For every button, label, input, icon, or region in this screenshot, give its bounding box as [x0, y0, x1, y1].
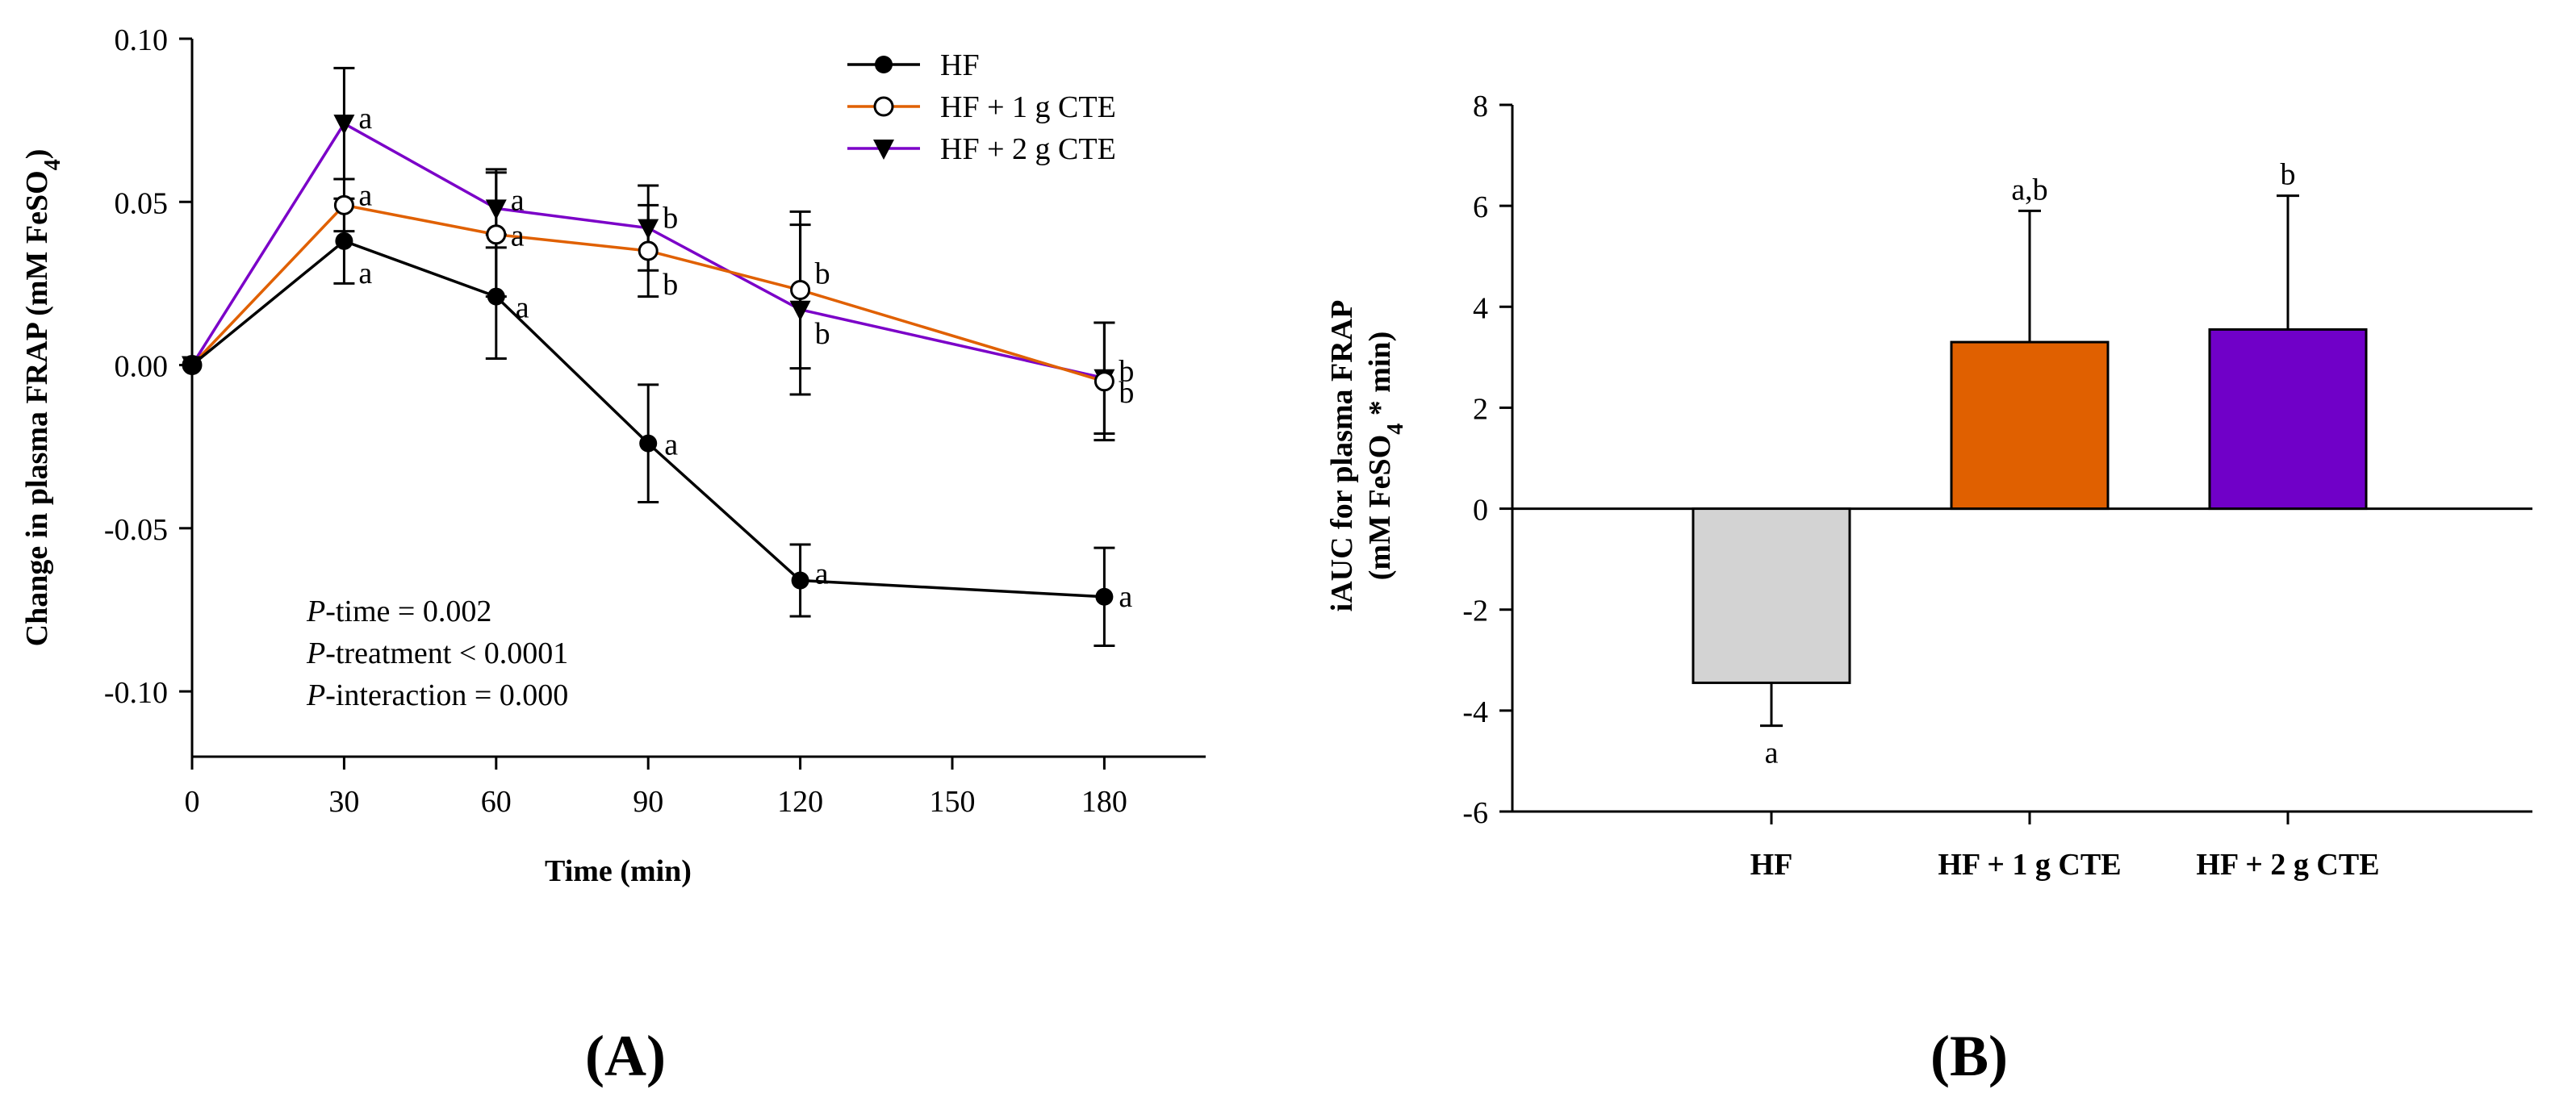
significance-letter: b [663, 202, 678, 236]
x-tick-label: 180 [1081, 785, 1127, 819]
significance-letter: b [2281, 158, 2296, 192]
data-point [485, 199, 507, 220]
significance-letter: a,b [2011, 173, 2047, 207]
x-category-label: HF + 1 g CTE [1938, 848, 2121, 882]
significance-letter: a [1765, 737, 1779, 770]
y-axis-title-sub: 4 [40, 159, 65, 170]
data-point [638, 240, 659, 261]
y-tick-label: 8 [1473, 90, 1488, 123]
legend-label: HF + 1 g CTE [940, 90, 1116, 124]
data-point [183, 356, 201, 374]
y-tick-label: -4 [1462, 695, 1488, 729]
y-tick-label: 2 [1473, 392, 1488, 426]
y-axis-title-sub: 4 [1383, 424, 1408, 435]
significance-letter: b [1119, 376, 1134, 410]
significance-letter: a [358, 102, 372, 136]
p-text: -treatment < 0.0001 [325, 636, 568, 670]
significance-letter: a [664, 428, 678, 462]
significance-letter: a [1119, 580, 1132, 614]
p-symbol: P [306, 678, 325, 712]
y-tick-label: 0.10 [115, 23, 169, 57]
series-line-0 [190, 239, 1105, 599]
legend-label: HF [940, 48, 980, 82]
p-value-annotation: P-treatment < 0.0001 [306, 636, 568, 670]
significance-letter: a [815, 557, 829, 591]
y-axis-title-close: ) [20, 149, 54, 160]
x-tick-label: 120 [777, 785, 823, 819]
x-tick-label: 90 [633, 785, 663, 819]
y-axis-title-main: (mM FeSO [1363, 435, 1397, 580]
bar [1692, 507, 1851, 684]
significance-letter: a [358, 257, 372, 290]
p-value-annotation: P-time = 0.002 [306, 595, 491, 628]
x-tick-label: 150 [930, 785, 976, 819]
x-category-label: HF + 2 g CTE [2196, 848, 2379, 882]
panel-a-line-chart: -0.10 -0.05 0.00 0.05 0.10 0 30 60 90 120 150 180 Ti… [20, 23, 1206, 888]
p-symbol: P [306, 595, 325, 628]
significance-letter: b [815, 257, 830, 291]
p-text: -time = 0.002 [325, 595, 491, 628]
p-value-annotation: P-interaction = 0.000 [306, 678, 568, 712]
y-tick-label: 0.05 [115, 186, 169, 220]
data-point [1094, 371, 1114, 392]
legend-label: HF + 2 g CTE [940, 132, 1116, 166]
series-line-2 [190, 121, 1105, 380]
data-point [873, 140, 894, 160]
data-point [791, 571, 809, 590]
data-point [875, 56, 893, 73]
significance-letter: b [663, 268, 678, 302]
y-tick-label: -2 [1462, 595, 1488, 628]
data-point [639, 434, 658, 453]
y-axis-title: Change in plasma FRAP (mM FeSO4) [20, 149, 65, 647]
bar [2208, 328, 2368, 511]
data-point [335, 232, 353, 250]
y-axis-title-line1: iAUC for plasma FRAP [1325, 300, 1359, 612]
panel-a-label: (A) [585, 1024, 666, 1088]
data-point [790, 280, 811, 300]
y-tick-label: 0.00 [115, 350, 169, 384]
significance-letter: a [516, 291, 529, 325]
y-axis-title-close: * min) [1363, 332, 1397, 424]
data-point [789, 300, 811, 321]
significance-letter: b [1119, 355, 1134, 389]
significance-letter: b [815, 317, 830, 351]
y-tick-label: 6 [1473, 190, 1488, 224]
p-symbol: P [306, 636, 325, 670]
x-tick-label: 0 [185, 785, 200, 819]
data-point [333, 115, 355, 136]
y-tick-label: 0 [1473, 494, 1488, 528]
significance-letter: a [511, 219, 525, 253]
data-point [638, 219, 659, 240]
p-text: -interaction = 0.000 [325, 678, 568, 712]
significance-letter: a [358, 178, 372, 212]
y-tick-label: -6 [1462, 796, 1488, 830]
series-line-1 [190, 203, 1105, 383]
data-point [873, 96, 894, 117]
data-point [1095, 587, 1114, 606]
data-point [333, 194, 354, 215]
y-axis-title-main: Change in plasma FRAP (mM FeSO [20, 170, 54, 646]
bar [1950, 340, 2110, 511]
x-category-label: HF [1750, 848, 1793, 882]
x-axis-title: Time (min) [545, 854, 692, 888]
significance-letter: a [511, 183, 525, 217]
panel-b-label: (B) [1930, 1024, 2008, 1088]
y-tick-label: 4 [1473, 291, 1488, 325]
y-tick-label: -0.10 [104, 676, 168, 710]
y-axis-title-line2: (mM FeSO4 * min) [1363, 332, 1408, 580]
x-tick-label: 60 [481, 785, 512, 819]
data-point [487, 287, 505, 306]
y-tick-label: -0.05 [104, 513, 168, 547]
x-tick-label: 30 [328, 785, 359, 819]
data-point [486, 224, 507, 245]
